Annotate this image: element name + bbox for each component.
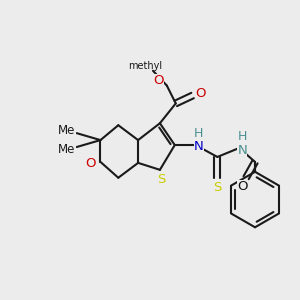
Text: H: H [194,127,203,140]
Text: O: O [85,158,96,170]
Text: H: H [238,130,247,142]
Text: N: N [194,140,203,152]
Text: Me: Me [58,142,76,155]
Text: Me: Me [58,124,76,137]
Text: S: S [157,173,165,186]
Text: O: O [154,74,164,87]
Text: S: S [213,181,222,194]
Text: O: O [237,180,247,193]
Text: O: O [195,87,206,100]
Text: N: N [237,143,247,157]
Text: methyl: methyl [128,61,162,71]
